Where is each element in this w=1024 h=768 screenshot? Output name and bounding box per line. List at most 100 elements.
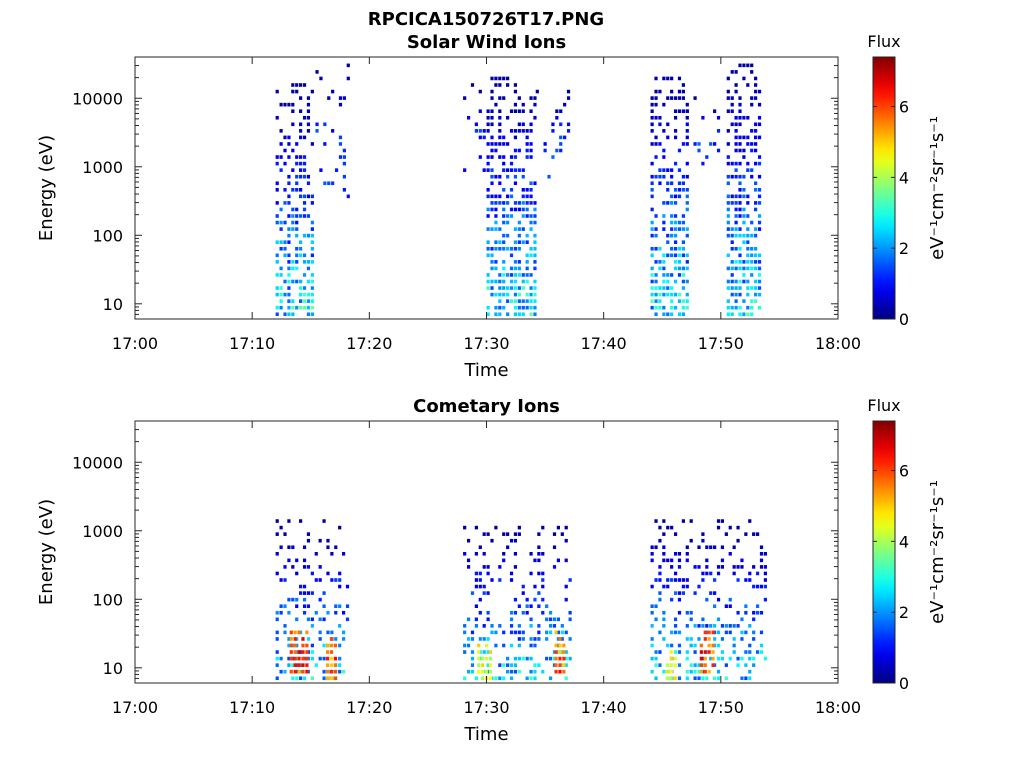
heatmap-cell bbox=[525, 233, 529, 238]
heatmap-cell bbox=[306, 260, 311, 264]
heatmap-cell bbox=[502, 260, 506, 264]
heatmap-cell bbox=[552, 565, 557, 569]
heatmap-cell bbox=[287, 227, 291, 231]
heatmap-cell bbox=[474, 604, 478, 608]
heatmap-cell bbox=[740, 676, 744, 681]
heatmap-cell bbox=[302, 591, 307, 595]
heatmap-cell bbox=[662, 273, 666, 277]
heatmap-cell bbox=[525, 201, 529, 205]
heatmap-cell bbox=[685, 279, 689, 284]
heatmap-cell bbox=[521, 168, 525, 172]
heatmap-cell bbox=[666, 584, 670, 589]
heatmap-cell bbox=[279, 292, 283, 297]
heatmap-cell bbox=[670, 292, 674, 297]
heatmap-cell bbox=[673, 240, 678, 244]
heatmap-cell bbox=[513, 89, 518, 94]
heatmap-cell bbox=[681, 240, 685, 244]
heatmap-cell bbox=[666, 558, 670, 563]
heatmap-cell bbox=[490, 109, 494, 113]
heatmap-cell bbox=[650, 552, 654, 556]
heatmap-cell bbox=[654, 663, 658, 667]
heatmap-cell bbox=[525, 214, 529, 218]
heatmap-cell bbox=[338, 584, 342, 589]
heatmap-cell bbox=[734, 89, 738, 94]
heatmap-cell bbox=[529, 155, 533, 159]
heatmap-cell bbox=[666, 578, 670, 582]
heatmap-cell bbox=[494, 312, 498, 317]
heatmap-cell bbox=[750, 266, 754, 271]
heatmap-cell bbox=[509, 624, 514, 628]
heatmap-cell bbox=[342, 96, 346, 100]
heatmap-cell bbox=[711, 663, 715, 667]
heatmap-cell bbox=[726, 96, 730, 100]
heatmap-cell bbox=[716, 597, 721, 602]
heatmap-cell bbox=[662, 76, 666, 81]
heatmap-cell bbox=[548, 617, 553, 622]
heatmap-cell bbox=[470, 663, 475, 667]
heatmap-cell bbox=[498, 142, 502, 146]
heatmap-cell bbox=[750, 220, 754, 225]
heatmap-cell bbox=[673, 279, 678, 284]
heatmap-cell bbox=[275, 161, 279, 166]
heatmap-cell bbox=[494, 207, 498, 212]
heatmap-cell bbox=[742, 312, 746, 317]
heatmap-cell bbox=[670, 597, 674, 602]
heatmap-cell bbox=[486, 617, 490, 622]
heatmap-cell bbox=[701, 532, 705, 536]
heatmap-cell bbox=[673, 305, 678, 310]
heatmap-cell bbox=[547, 174, 551, 179]
heatmap-cell bbox=[490, 207, 494, 212]
heatmap-cell bbox=[506, 201, 510, 205]
heatmap-cell bbox=[478, 155, 482, 159]
heatmap-cell bbox=[329, 650, 334, 654]
heatmap-cell bbox=[541, 584, 545, 589]
heatmap-cell bbox=[295, 220, 299, 225]
heatmap-cell bbox=[673, 246, 678, 251]
heatmap-cell bbox=[517, 129, 521, 133]
heatmap-cell bbox=[750, 96, 754, 100]
heatmap-cell bbox=[650, 610, 654, 615]
heatmap-cell bbox=[662, 519, 666, 523]
heatmap-cell bbox=[275, 656, 279, 661]
heatmap-cell bbox=[654, 299, 658, 303]
heatmap-cell bbox=[533, 214, 537, 218]
heatmap-cell bbox=[734, 292, 738, 297]
heatmap-cell bbox=[302, 194, 307, 199]
heatmap-cell bbox=[310, 591, 314, 595]
heatmap-cell bbox=[299, 286, 303, 290]
heatmap-cell bbox=[685, 188, 689, 192]
x-tick-label: 17:00 bbox=[112, 698, 158, 717]
heatmap-cell bbox=[650, 227, 654, 231]
heatmap-cell bbox=[275, 630, 279, 635]
x-tick-label: 17:40 bbox=[581, 334, 627, 353]
heatmap-cell bbox=[525, 292, 529, 297]
heatmap-cell bbox=[650, 233, 654, 238]
heatmap-cell bbox=[662, 168, 666, 172]
heatmap-cell bbox=[506, 76, 510, 81]
heatmap-cell bbox=[525, 610, 529, 615]
heatmap-cell bbox=[299, 161, 303, 166]
heatmap-cell bbox=[746, 142, 750, 146]
heatmap-cell bbox=[685, 584, 689, 589]
heatmap-cell bbox=[533, 676, 537, 681]
heatmap-cell bbox=[482, 624, 486, 628]
heatmap-cell bbox=[742, 207, 746, 212]
heatmap-cell bbox=[318, 538, 322, 543]
heatmap-cell bbox=[513, 102, 518, 107]
heatmap-cell bbox=[670, 305, 674, 310]
heatmap-cell bbox=[670, 565, 674, 569]
heatmap-cell bbox=[513, 201, 518, 205]
heatmap-cell bbox=[521, 630, 525, 635]
heatmap-cell bbox=[490, 89, 494, 94]
heatmap-cell bbox=[486, 532, 490, 536]
heatmap-cell bbox=[716, 643, 721, 648]
heatmap-cell bbox=[669, 676, 673, 681]
heatmap-cell bbox=[545, 637, 549, 641]
heatmap-cell bbox=[275, 312, 279, 317]
heatmap-cell bbox=[533, 253, 537, 258]
heatmap-cell bbox=[279, 604, 283, 608]
heatmap-cell bbox=[650, 669, 654, 674]
heatmap-cell bbox=[677, 643, 682, 648]
heatmap-cell bbox=[529, 201, 533, 205]
heatmap-cell bbox=[744, 663, 748, 667]
